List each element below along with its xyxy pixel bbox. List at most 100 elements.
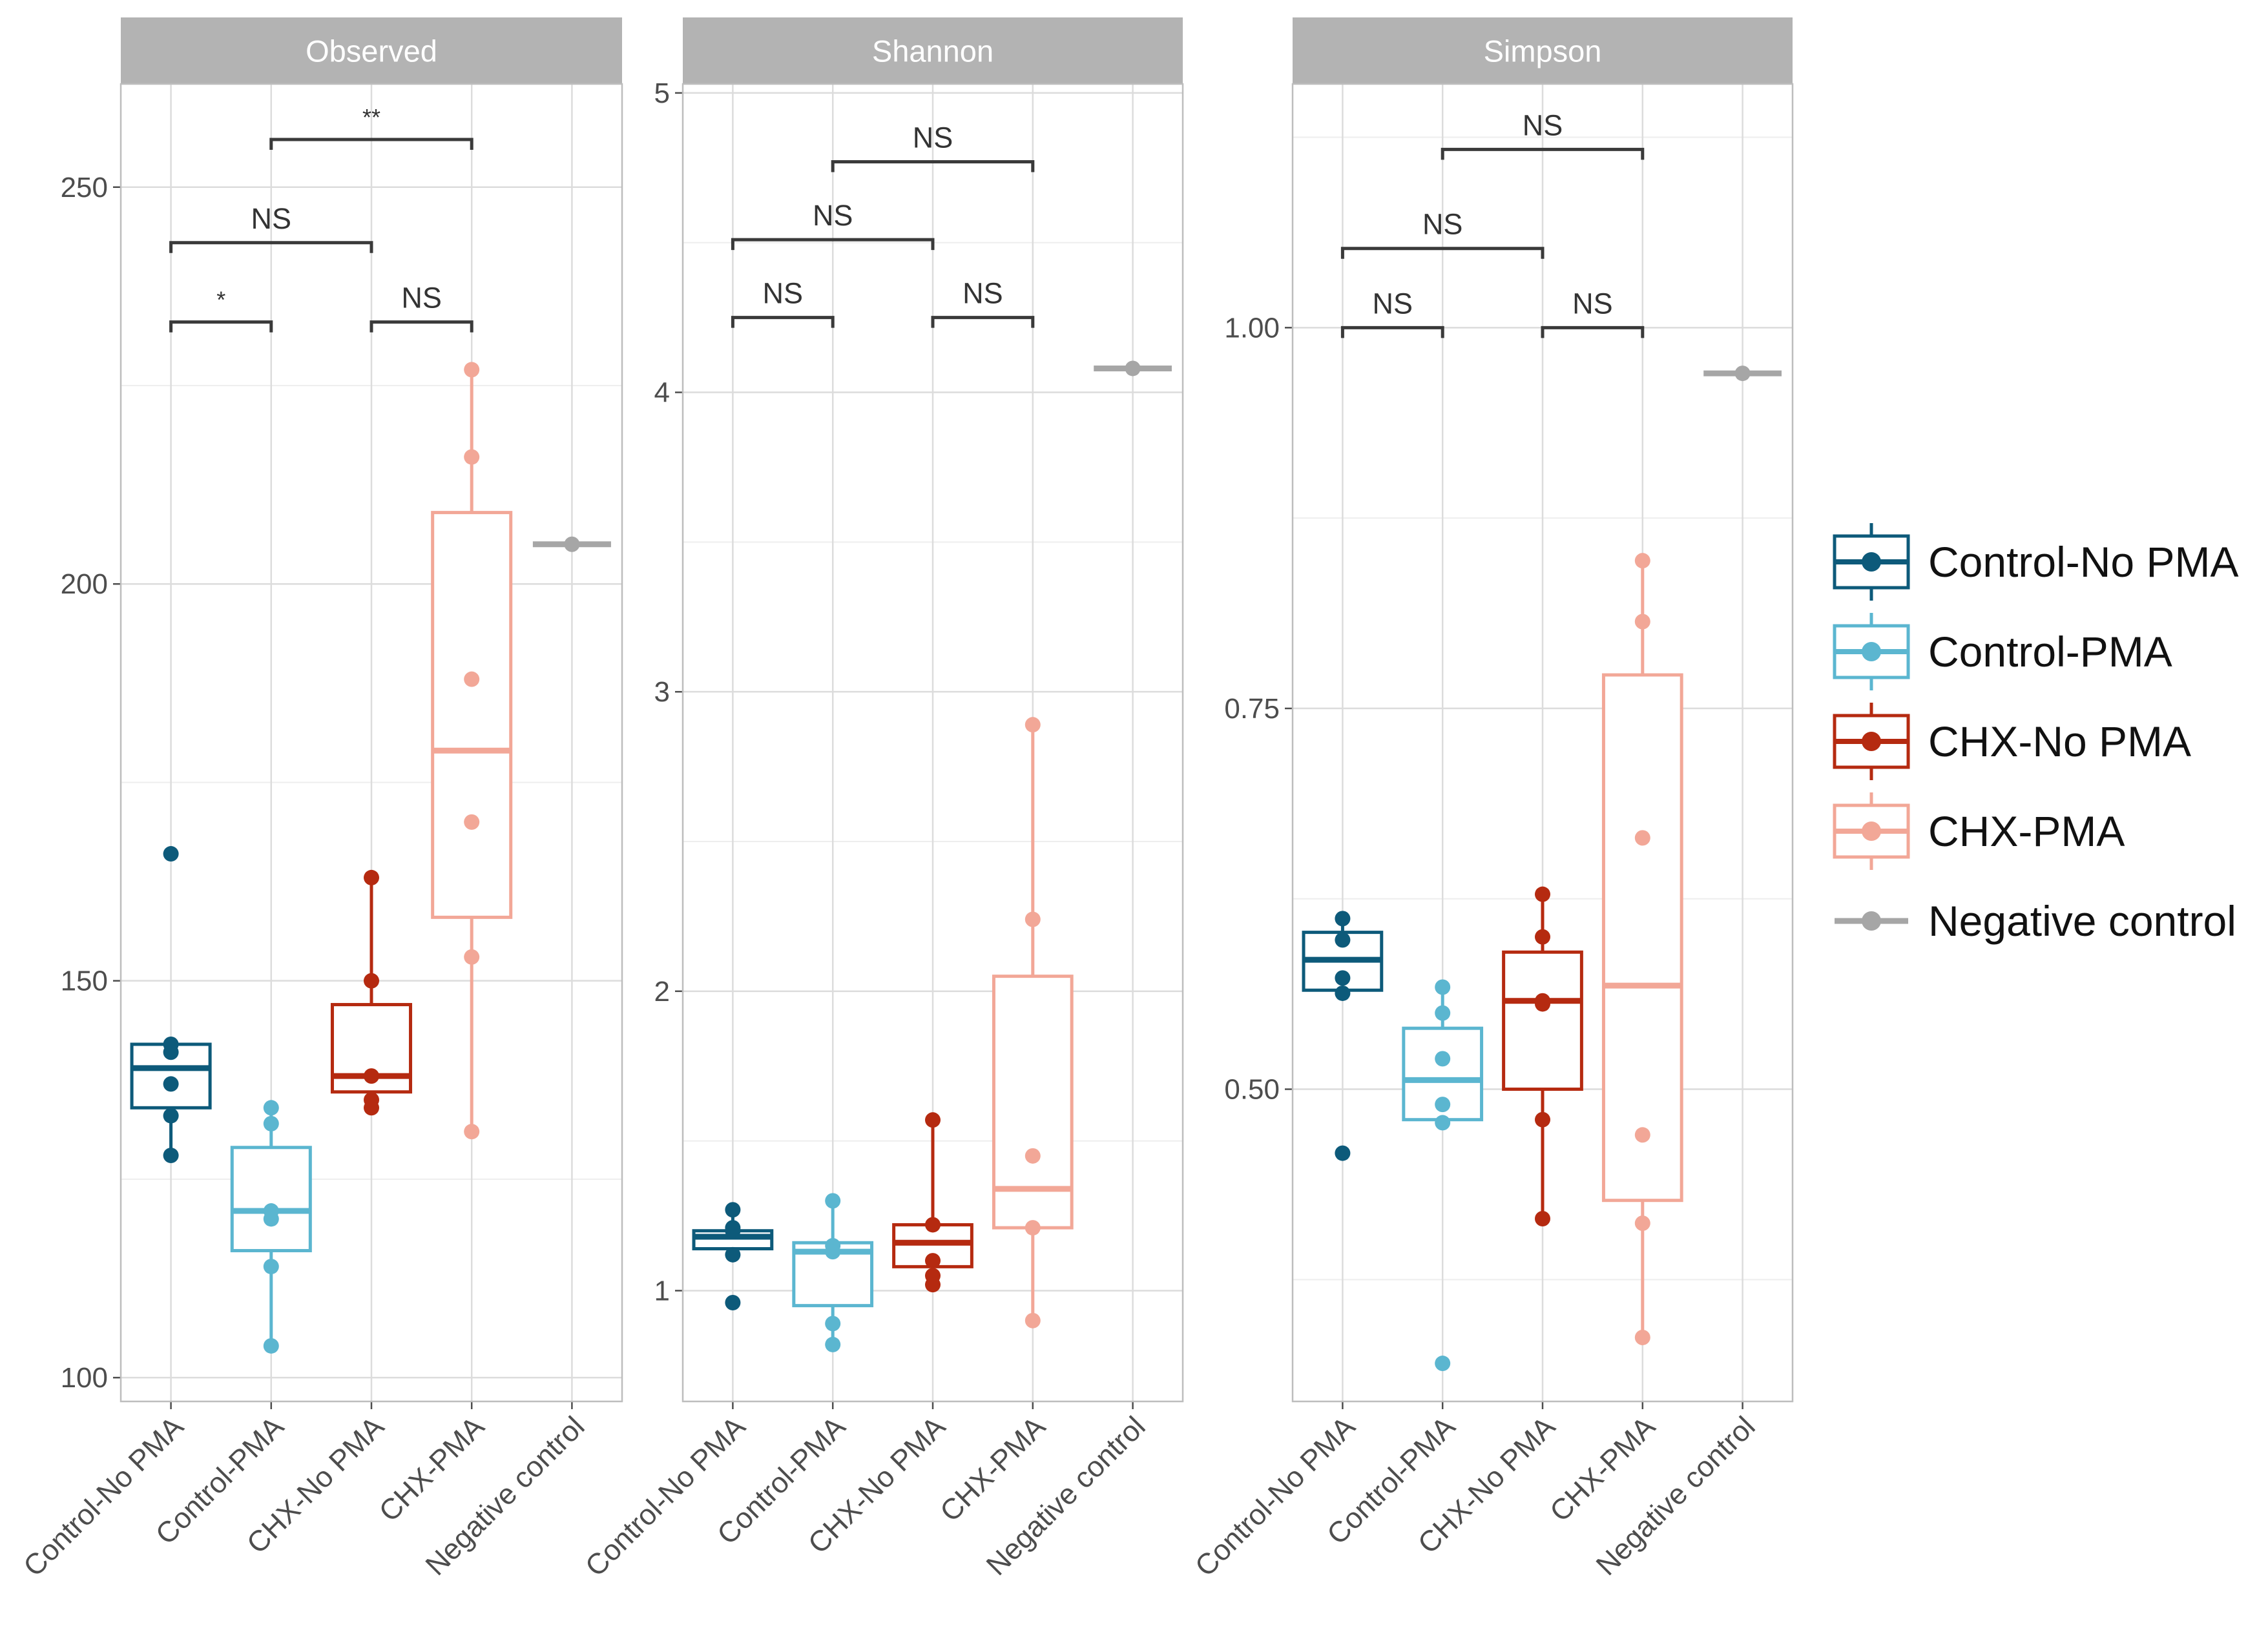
significance-bracket: NS [831, 121, 1035, 172]
significance-bracket: ** [269, 104, 473, 150]
facet-strip-background [1293, 17, 1793, 84]
box-chx-pma [992, 717, 1074, 1328]
data-point [825, 1244, 841, 1260]
legend-key-point [1862, 911, 1881, 931]
box-iqr [1502, 950, 1583, 1091]
significance-bracket: NS [169, 202, 373, 253]
legend: Control-No PMA Control-PMA CHX-No PMA CHX-P… [1833, 523, 2238, 945]
data-point [925, 1112, 941, 1128]
panel-border [1291, 83, 1794, 1403]
box-negative-control [1094, 360, 1172, 377]
bracket-line [269, 138, 473, 150]
data-point [1335, 932, 1351, 948]
data-point [1335, 1145, 1351, 1161]
box-control-no-pma [130, 846, 212, 1164]
box-control-pma [230, 1100, 312, 1354]
facet-title: Simpson [1484, 34, 1602, 68]
box-control-pma [792, 1193, 874, 1352]
significance-bracket: NS [1340, 287, 1444, 338]
y-tick-label: 0.50 [1224, 1074, 1280, 1106]
significance-label: NS [913, 121, 953, 154]
data-point [725, 1202, 741, 1218]
bracket-line [169, 241, 373, 253]
data-point [1025, 911, 1041, 927]
data-point [263, 1338, 279, 1354]
legend-item-chx-no-pma: CHX-No PMA [1833, 703, 2191, 780]
y-tick-label: 5 [654, 77, 670, 109]
data-point [1734, 366, 1751, 382]
data-point [1025, 1312, 1041, 1328]
data-point [464, 671, 480, 687]
x-tick-label: Control-No PMA [1189, 1410, 1362, 1583]
y-tick-label: 0.75 [1224, 693, 1280, 725]
y-tick-label: 2 [654, 976, 670, 1007]
legend-item-chx-pma: CHX-PMA [1833, 792, 2125, 870]
data-point [1435, 1005, 1451, 1021]
data-point [464, 814, 480, 830]
legend-label: Control-No PMA [1928, 538, 2238, 586]
panel-border [681, 83, 1184, 1403]
box-iqr [431, 511, 513, 919]
data-point [1335, 985, 1351, 1001]
data-point [1435, 1051, 1451, 1067]
data-point [163, 1108, 179, 1124]
y-tick-label: 100 [61, 1362, 108, 1394]
data-point [263, 1100, 279, 1116]
data-point [1125, 360, 1141, 377]
x-tick-label: Control-No PMA [17, 1410, 190, 1583]
significance-bracket: NS [1441, 108, 1645, 160]
y-tick-label: 1.00 [1224, 312, 1280, 344]
facet-title: Observed [306, 34, 437, 68]
box-chx-pma [1601, 553, 1683, 1345]
data-point [1535, 929, 1550, 945]
data-point [1535, 1111, 1550, 1128]
y-tick-label: 150 [61, 966, 108, 997]
significance-bracket: NS [931, 277, 1035, 328]
legend-key-point [1862, 552, 1881, 572]
data-point [1025, 1148, 1041, 1164]
data-point [1535, 996, 1550, 1012]
bracket-line [731, 238, 935, 251]
panel-border [120, 83, 623, 1403]
bracket-line [1340, 247, 1545, 259]
data-point [163, 1148, 179, 1164]
data-point [1435, 1097, 1451, 1113]
significance-label: NS [763, 277, 804, 310]
data-point [1634, 1215, 1650, 1232]
data-point [464, 1124, 480, 1140]
significance-bracket: * [169, 287, 273, 333]
data-point [464, 449, 480, 465]
box-chx-no-pma [330, 869, 413, 1116]
legend-key-point [1862, 732, 1881, 751]
legend-label: Negative control [1928, 897, 2236, 945]
significance-label: NS [1523, 108, 1563, 141]
box-control-no-pma [692, 1202, 774, 1310]
significance-bracket: NS [731, 277, 835, 328]
data-point [925, 1217, 941, 1233]
legend-label: CHX-No PMA [1928, 718, 2191, 765]
significance-label: ** [362, 104, 380, 130]
legend-label: Control-PMA [1928, 628, 2172, 676]
data-point [925, 1277, 941, 1293]
y-tick-label: 200 [61, 568, 108, 600]
data-point [1535, 1210, 1550, 1226]
legend-label: CHX-PMA [1928, 807, 2125, 855]
box-control-pma [1402, 979, 1484, 1372]
facet-strip-background [121, 17, 622, 84]
box-negative-control [1703, 366, 1782, 382]
data-point [1335, 970, 1351, 986]
box-chx-no-pma [892, 1112, 973, 1293]
significance-bracket: NS [1340, 208, 1545, 259]
significance-label: NS [1373, 287, 1413, 320]
legend-key-point [1862, 821, 1881, 841]
data-point [464, 362, 480, 378]
box-chx-no-pma [1502, 886, 1583, 1226]
facet-panels: Observed 100 150 200 250 Control-No PMA Contro… [17, 17, 1794, 1583]
facet-strip-background [683, 17, 1183, 84]
data-point [825, 1316, 841, 1332]
legend-key-point [1862, 642, 1881, 661]
significance-label: NS [813, 199, 853, 232]
bracket-line [831, 160, 1035, 172]
